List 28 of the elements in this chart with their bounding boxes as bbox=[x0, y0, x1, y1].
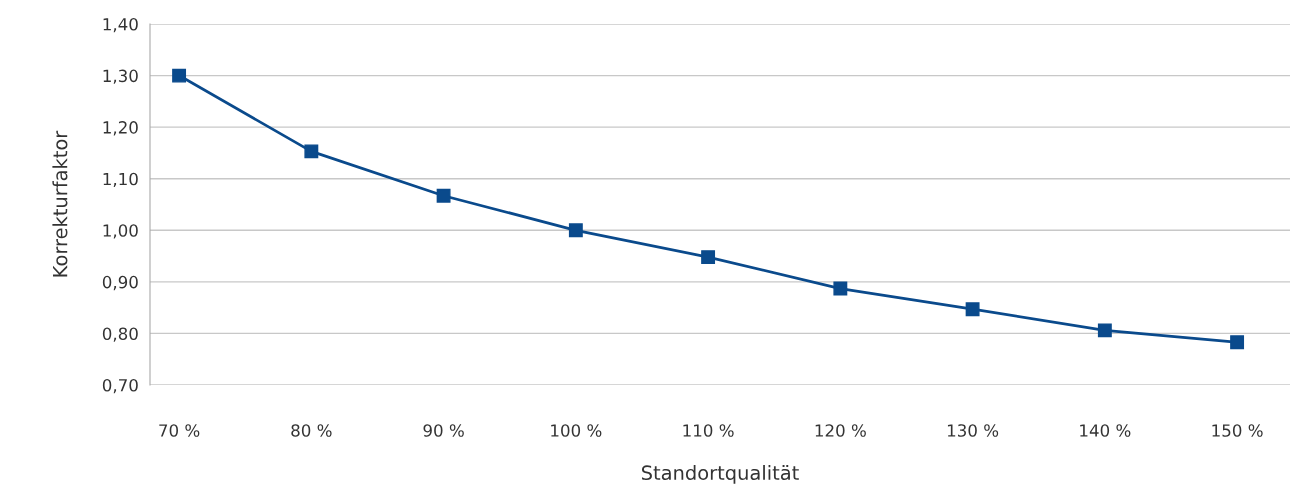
x-tick-label: 70 % bbox=[159, 424, 200, 437]
y-tick-label: 0,80 bbox=[102, 327, 138, 342]
x-axis-title: Standortqualität bbox=[641, 465, 799, 484]
point bbox=[304, 144, 319, 159]
point bbox=[833, 281, 848, 296]
y-tick-label: 1,40 bbox=[103, 17, 138, 33]
x-tick-label: 90 % bbox=[423, 424, 464, 437]
x-tick-label: 80 % bbox=[291, 424, 332, 437]
x-tick-label: 120 % bbox=[815, 424, 866, 437]
y-axis-title: Korrekturfaktor bbox=[52, 130, 68, 277]
x-tick-label: 130 % bbox=[947, 424, 999, 437]
x-tick-label: 150 % bbox=[1212, 424, 1263, 437]
point bbox=[172, 68, 187, 83]
x-tick-label: 100 % bbox=[551, 424, 602, 437]
point bbox=[1097, 323, 1112, 338]
y-tick-label: 1,30 bbox=[103, 69, 138, 84]
point bbox=[568, 223, 583, 238]
point bbox=[701, 250, 716, 265]
point bbox=[1230, 335, 1245, 350]
x-tick-label: 110 % bbox=[683, 424, 734, 437]
y-tick-label: 1,10 bbox=[103, 172, 138, 187]
y-tick-label: 0,70 bbox=[102, 378, 138, 394]
y-tick-label: 0,90 bbox=[102, 275, 138, 291]
x-tick-label: 140 % bbox=[1080, 424, 1131, 437]
point bbox=[965, 302, 980, 317]
y-tick-label: 1,00 bbox=[103, 224, 138, 239]
y-tick-label: 1,20 bbox=[103, 121, 138, 136]
point bbox=[436, 188, 451, 203]
